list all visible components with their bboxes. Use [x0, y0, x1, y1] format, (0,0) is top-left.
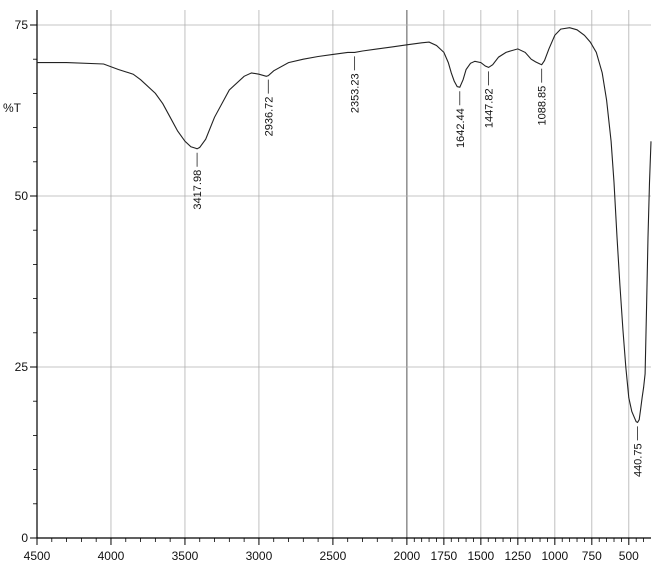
grid-lines	[37, 10, 651, 538]
peak-label: 2936.72	[263, 97, 275, 137]
x-tick-label: 3000	[246, 549, 273, 563]
y-tick-label: 50	[15, 189, 29, 203]
peak-label: 440.75	[633, 443, 645, 477]
spectrum-line	[37, 27, 652, 424]
x-tick-label: 1000	[541, 549, 568, 563]
x-tick-label: 1250	[504, 549, 531, 563]
peak-label: 2353.23	[350, 73, 362, 113]
series-lines	[37, 27, 652, 424]
x-tick-label: 500	[619, 549, 639, 563]
peak-label: 3417.98	[192, 170, 204, 210]
x-tick-label: 2000	[394, 549, 421, 563]
y-tick-label: 0	[21, 531, 28, 545]
peak-annotations: 3417.98 2936.72 2353.23 1642.44 1447.82 1088.…	[192, 56, 645, 477]
x-tick-label: 2500	[320, 549, 347, 563]
peak-label: 1447.82	[484, 88, 496, 128]
x-tick-label: 1500	[468, 549, 495, 563]
tick-labels: 4500 4000 3500 3000 2500 2000 1750 1500 1250 1000…	[15, 18, 639, 563]
y-tick-label: 75	[15, 18, 29, 32]
peak-label: 1088.85	[537, 86, 549, 126]
x-tick-label: 3500	[172, 549, 199, 563]
axes	[36, 10, 651, 539]
x-tick-label: 750	[582, 549, 602, 563]
x-tick-label: 4500	[24, 549, 51, 563]
x-tick-label: 1750	[431, 549, 458, 563]
tick-marks	[30, 24, 645, 545]
y-axis-label: %T	[3, 101, 22, 115]
peak-label: 1642.44	[455, 108, 467, 148]
y-tick-label: 25	[15, 360, 29, 374]
x-tick-label: 4000	[98, 549, 125, 563]
